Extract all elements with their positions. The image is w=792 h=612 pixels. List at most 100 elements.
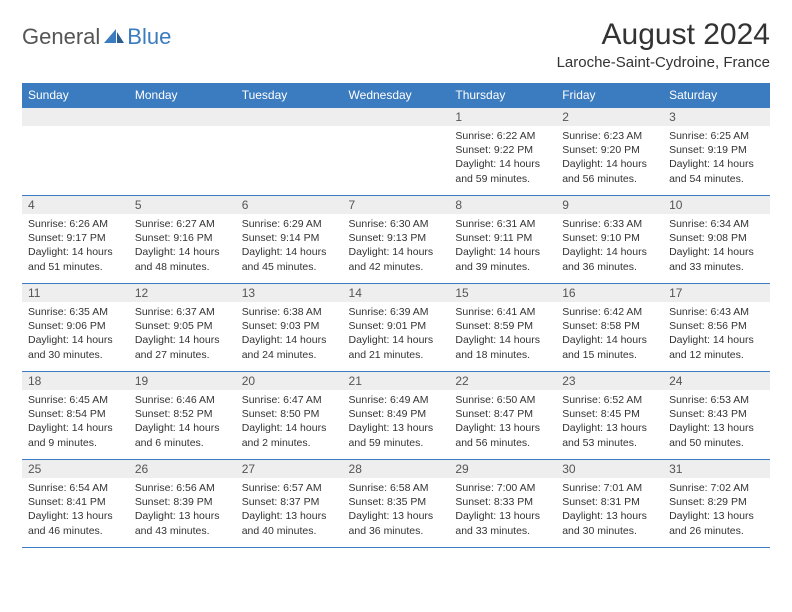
sunset-text: Sunset: 9:06 PM [28, 319, 123, 333]
day-cell: 19Sunrise: 6:46 AMSunset: 8:52 PMDayligh… [129, 372, 236, 460]
day-cell: 22Sunrise: 6:50 AMSunset: 8:47 PMDayligh… [449, 372, 556, 460]
daylight-text: Daylight: 13 hours and 56 minutes. [455, 421, 550, 449]
day-cell: 13Sunrise: 6:38 AMSunset: 9:03 PMDayligh… [236, 284, 343, 372]
day-number: 26 [129, 460, 236, 478]
sunset-text: Sunset: 8:35 PM [349, 495, 444, 509]
day-cell: 8Sunrise: 6:31 AMSunset: 9:11 PMDaylight… [449, 196, 556, 284]
day-detail: Sunrise: 6:31 AMSunset: 9:11 PMDaylight:… [449, 214, 556, 278]
sunrise-text: Sunrise: 6:29 AM [242, 217, 337, 231]
daylight-text: Daylight: 14 hours and 27 minutes. [135, 333, 230, 361]
sunset-text: Sunset: 8:29 PM [669, 495, 764, 509]
daylight-text: Daylight: 14 hours and 59 minutes. [455, 157, 550, 185]
day-detail: Sunrise: 6:56 AMSunset: 8:39 PMDaylight:… [129, 478, 236, 542]
day-cell: 23Sunrise: 6:52 AMSunset: 8:45 PMDayligh… [556, 372, 663, 460]
day-cell: 20Sunrise: 6:47 AMSunset: 8:50 PMDayligh… [236, 372, 343, 460]
daylight-text: Daylight: 13 hours and 59 minutes. [349, 421, 444, 449]
day-number: 15 [449, 284, 556, 302]
day-number: 2 [556, 108, 663, 126]
sunrise-text: Sunrise: 6:41 AM [455, 305, 550, 319]
sunset-text: Sunset: 9:05 PM [135, 319, 230, 333]
daylight-text: Daylight: 13 hours and 26 minutes. [669, 509, 764, 537]
day-cell: 6Sunrise: 6:29 AMSunset: 9:14 PMDaylight… [236, 196, 343, 284]
day-cell: 9Sunrise: 6:33 AMSunset: 9:10 PMDaylight… [556, 196, 663, 284]
day-number: 27 [236, 460, 343, 478]
day-number: 14 [343, 284, 450, 302]
day-cell: 28Sunrise: 6:58 AMSunset: 8:35 PMDayligh… [343, 460, 450, 548]
sunrise-text: Sunrise: 6:43 AM [669, 305, 764, 319]
day-number: 6 [236, 196, 343, 214]
sunset-text: Sunset: 8:43 PM [669, 407, 764, 421]
day-detail: Sunrise: 6:27 AMSunset: 9:16 PMDaylight:… [129, 214, 236, 278]
sunset-text: Sunset: 9:11 PM [455, 231, 550, 245]
week-row: 25Sunrise: 6:54 AMSunset: 8:41 PMDayligh… [22, 460, 770, 548]
day-cell: 15Sunrise: 6:41 AMSunset: 8:59 PMDayligh… [449, 284, 556, 372]
daylight-text: Daylight: 14 hours and 56 minutes. [562, 157, 657, 185]
sunset-text: Sunset: 8:52 PM [135, 407, 230, 421]
sunset-text: Sunset: 9:16 PM [135, 231, 230, 245]
sunrise-text: Sunrise: 6:33 AM [562, 217, 657, 231]
sunrise-text: Sunrise: 6:42 AM [562, 305, 657, 319]
day-number: 9 [556, 196, 663, 214]
day-cell: 17Sunrise: 6:43 AMSunset: 8:56 PMDayligh… [663, 284, 770, 372]
sunrise-text: Sunrise: 7:02 AM [669, 481, 764, 495]
day-detail: Sunrise: 7:02 AMSunset: 8:29 PMDaylight:… [663, 478, 770, 542]
day-cell: 25Sunrise: 6:54 AMSunset: 8:41 PMDayligh… [22, 460, 129, 548]
daylight-text: Daylight: 14 hours and 42 minutes. [349, 245, 444, 273]
sunset-text: Sunset: 9:14 PM [242, 231, 337, 245]
day-number: 20 [236, 372, 343, 390]
sunrise-text: Sunrise: 6:38 AM [242, 305, 337, 319]
daylight-text: Daylight: 14 hours and 6 minutes. [135, 421, 230, 449]
day-cell: 18Sunrise: 6:45 AMSunset: 8:54 PMDayligh… [22, 372, 129, 460]
day-cell: 30Sunrise: 7:01 AMSunset: 8:31 PMDayligh… [556, 460, 663, 548]
day-cell: 12Sunrise: 6:37 AMSunset: 9:05 PMDayligh… [129, 284, 236, 372]
sunrise-text: Sunrise: 7:01 AM [562, 481, 657, 495]
daylight-text: Daylight: 13 hours and 43 minutes. [135, 509, 230, 537]
sunset-text: Sunset: 9:10 PM [562, 231, 657, 245]
sunset-text: Sunset: 9:19 PM [669, 143, 764, 157]
sunrise-text: Sunrise: 6:56 AM [135, 481, 230, 495]
sunrise-text: Sunrise: 6:31 AM [455, 217, 550, 231]
sunrise-text: Sunrise: 6:37 AM [135, 305, 230, 319]
daylight-text: Daylight: 14 hours and 9 minutes. [28, 421, 123, 449]
day-detail: Sunrise: 6:33 AMSunset: 9:10 PMDaylight:… [556, 214, 663, 278]
day-header: Tuesday [236, 83, 343, 108]
day-cell: 11Sunrise: 6:35 AMSunset: 9:06 PMDayligh… [22, 284, 129, 372]
daylight-text: Daylight: 14 hours and 24 minutes. [242, 333, 337, 361]
day-number: 3 [663, 108, 770, 126]
day-detail: Sunrise: 6:37 AMSunset: 9:05 PMDaylight:… [129, 302, 236, 366]
sunset-text: Sunset: 8:49 PM [349, 407, 444, 421]
daylight-text: Daylight: 13 hours and 33 minutes. [455, 509, 550, 537]
day-detail: Sunrise: 7:00 AMSunset: 8:33 PMDaylight:… [449, 478, 556, 542]
location: Laroche-Saint-Cydroine, France [557, 54, 770, 71]
daylight-text: Daylight: 14 hours and 33 minutes. [669, 245, 764, 273]
sunset-text: Sunset: 8:37 PM [242, 495, 337, 509]
daylight-text: Daylight: 14 hours and 21 minutes. [349, 333, 444, 361]
day-detail: Sunrise: 6:23 AMSunset: 9:20 PMDaylight:… [556, 126, 663, 190]
day-detail: Sunrise: 6:30 AMSunset: 9:13 PMDaylight:… [343, 214, 450, 278]
day-cell: 31Sunrise: 7:02 AMSunset: 8:29 PMDayligh… [663, 460, 770, 548]
day-cell: 29Sunrise: 7:00 AMSunset: 8:33 PMDayligh… [449, 460, 556, 548]
sunset-text: Sunset: 8:56 PM [669, 319, 764, 333]
day-detail: Sunrise: 6:57 AMSunset: 8:37 PMDaylight:… [236, 478, 343, 542]
sunrise-text: Sunrise: 6:22 AM [455, 129, 550, 143]
logo-text-blue: Blue [127, 24, 171, 50]
sunrise-text: Sunrise: 7:00 AM [455, 481, 550, 495]
day-detail: Sunrise: 6:46 AMSunset: 8:52 PMDaylight:… [129, 390, 236, 454]
day-number: 25 [22, 460, 129, 478]
day-number: 4 [22, 196, 129, 214]
day-number: 10 [663, 196, 770, 214]
sunrise-text: Sunrise: 6:57 AM [242, 481, 337, 495]
sunrise-text: Sunrise: 6:45 AM [28, 393, 123, 407]
day-header: Monday [129, 83, 236, 108]
daylight-text: Daylight: 13 hours and 36 minutes. [349, 509, 444, 537]
sunset-text: Sunset: 9:01 PM [349, 319, 444, 333]
day-number: 1 [449, 108, 556, 126]
daylight-text: Daylight: 14 hours and 2 minutes. [242, 421, 337, 449]
sunrise-text: Sunrise: 6:27 AM [135, 217, 230, 231]
page-header: General Blue August 2024 Laroche-Saint-C… [22, 18, 770, 71]
empty-cell [22, 108, 129, 196]
day-number [22, 108, 129, 126]
day-cell: 4Sunrise: 6:26 AMSunset: 9:17 PMDaylight… [22, 196, 129, 284]
day-detail: Sunrise: 6:43 AMSunset: 8:56 PMDaylight:… [663, 302, 770, 366]
day-cell: 16Sunrise: 6:42 AMSunset: 8:58 PMDayligh… [556, 284, 663, 372]
